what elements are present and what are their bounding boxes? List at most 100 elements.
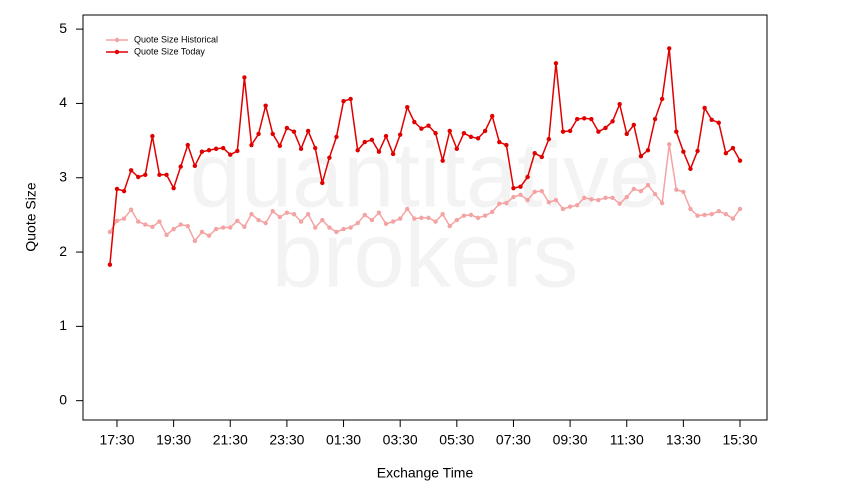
data-point (270, 131, 275, 137)
data-point (667, 46, 672, 51)
data-point (603, 125, 608, 131)
data-point (291, 211, 297, 217)
data-point (539, 154, 544, 160)
data-point (610, 195, 615, 201)
data-point (504, 142, 509, 148)
y-tick-label: 2 (59, 243, 67, 259)
data-point (143, 172, 148, 177)
data-point (454, 146, 460, 151)
data-point (397, 216, 403, 221)
data-point (192, 238, 198, 244)
data-point (185, 142, 190, 148)
data-point (249, 211, 254, 217)
data-point (490, 209, 495, 215)
plot-box (82, 14, 768, 421)
data-point (497, 201, 502, 206)
data-point (638, 188, 644, 194)
data-point (723, 211, 729, 217)
data-point (574, 116, 580, 122)
data-point (263, 220, 268, 226)
data-point (532, 151, 537, 156)
data-point (263, 103, 268, 108)
data-point (291, 129, 297, 134)
data-point (716, 208, 721, 214)
data-point (723, 151, 729, 156)
data-point (348, 96, 353, 102)
data-point (730, 216, 736, 221)
data-point (355, 220, 360, 226)
data-point (610, 119, 615, 124)
x-tick-label: 05:30 (439, 432, 474, 448)
x-tick-label: 21:30 (213, 432, 248, 448)
data-point (659, 96, 665, 102)
data-point (270, 208, 275, 214)
x-tick-label: 07:30 (496, 432, 531, 448)
data-point (390, 219, 396, 224)
legend-marker (114, 37, 120, 43)
x-axis-label: Exchange Time (377, 465, 474, 481)
data-point (128, 168, 134, 173)
data-point (497, 139, 502, 145)
data-point (440, 158, 445, 163)
data-point (553, 197, 559, 203)
x-tick-label: 15:30 (722, 432, 757, 448)
data-point (320, 217, 325, 223)
data-point (376, 210, 382, 215)
y-tick-label: 5 (59, 20, 67, 36)
data-point (475, 136, 481, 141)
data-point (157, 219, 162, 224)
data-point (582, 116, 587, 121)
data-point (185, 223, 190, 229)
data-point (504, 200, 509, 206)
data-point (114, 218, 120, 224)
x-tick-label: 03:30 (383, 432, 418, 448)
data-point (645, 148, 651, 153)
data-point (334, 134, 339, 140)
data-point (652, 116, 658, 122)
data-point (617, 101, 622, 107)
data-point (178, 164, 183, 169)
data-point (298, 146, 304, 151)
data-point (716, 120, 721, 125)
legend-label: Quote Size Today (134, 46, 205, 56)
data-point (355, 148, 360, 153)
data-point (688, 206, 693, 212)
data-point (206, 148, 212, 153)
data-point (567, 204, 573, 209)
data-point (383, 133, 389, 139)
data-point (532, 189, 537, 195)
data-point (511, 194, 516, 200)
y-tick-label: 0 (59, 391, 67, 407)
data-point (709, 211, 714, 217)
data-point (525, 197, 530, 203)
data-point (284, 210, 290, 215)
data-point (249, 142, 254, 148)
data-point (419, 126, 424, 131)
data-point (546, 200, 552, 205)
data-point (348, 225, 353, 230)
data-point (320, 180, 325, 186)
data-point (674, 187, 679, 192)
data-point (114, 186, 120, 192)
data-point (688, 166, 693, 172)
data-point (659, 200, 665, 206)
data-point (681, 149, 686, 154)
data-point (447, 128, 452, 134)
data-point (412, 119, 417, 125)
y-tick-label: 4 (59, 94, 67, 110)
data-point (150, 224, 155, 229)
data-point (596, 129, 601, 134)
x-tick-label: 01:30 (326, 432, 361, 448)
data-point (447, 223, 452, 229)
x-tick-label: 13:30 (666, 432, 701, 448)
data-point (150, 133, 155, 139)
data-point (702, 212, 707, 218)
x-tick-label: 09:30 (553, 432, 588, 448)
data-point (652, 191, 658, 197)
data-point (631, 122, 637, 128)
data-point (433, 130, 438, 136)
data-point (397, 132, 403, 137)
data-point (645, 182, 651, 188)
data-point (178, 222, 183, 227)
data-point (419, 215, 424, 221)
